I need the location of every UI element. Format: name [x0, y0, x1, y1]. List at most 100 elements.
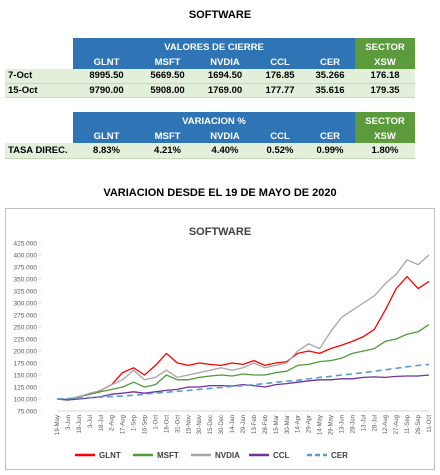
y-tick-label: 425.000	[14, 241, 38, 248]
column-header: MSFT	[140, 56, 195, 69]
sector-header: SECTOR	[355, 112, 415, 130]
value-cell: 0.99%	[305, 143, 355, 159]
empty-cell	[5, 130, 73, 143]
x-tick-label: 16-Sep	[143, 414, 149, 434]
y-tick-label: 350.000	[14, 277, 38, 284]
row-label: 7-Oct	[5, 69, 73, 84]
y-tick-label: 175.000	[14, 361, 38, 368]
x-tick-label: 14-May	[318, 415, 324, 435]
sector-header: SECTOR	[355, 38, 415, 56]
y-tick-label: 150.000	[14, 373, 38, 380]
y-tick-label: 75.000	[17, 409, 37, 416]
group-header: VARIACION %	[73, 112, 355, 130]
x-tick-label: 29-Jan	[241, 415, 247, 433]
legend-label: CCL	[273, 451, 290, 460]
chart-frame	[5, 208, 435, 470]
value-cell: 5669.50	[140, 69, 195, 84]
column-header: CCL	[255, 130, 305, 143]
x-tick-label: 13-Jul	[361, 415, 367, 431]
x-tick-label: 11-Oct	[427, 415, 433, 433]
x-tick-label: 18-Jul	[99, 415, 105, 431]
y-tick-label: 375.000	[14, 265, 38, 272]
x-tick-label: 29-May	[329, 415, 335, 435]
x-tick-label: 15-Nov	[186, 415, 192, 434]
row-label: TASA DIREC.	[5, 143, 73, 159]
value-cell: 0.52%	[255, 143, 305, 159]
x-tick-label: 13-Jun	[339, 415, 345, 433]
x-tick-label: 16-Oct	[164, 415, 170, 433]
value-cell: 176.85	[255, 69, 305, 84]
empty-cell	[5, 112, 73, 130]
line-series	[56, 374, 430, 401]
column-header: GLNT	[73, 130, 140, 143]
y-tick-label: 225.000	[14, 337, 38, 344]
value-cell: 1769.00	[195, 83, 255, 98]
column-header: MSFT	[140, 130, 195, 143]
value-cell: 1.80%	[355, 143, 415, 159]
x-tick-label: 2-Aug	[110, 415, 116, 431]
x-tick-label: 30-Nov	[197, 415, 203, 434]
y-tick-label: 100.000	[14, 397, 38, 404]
empty-cell	[5, 56, 73, 69]
column-header: CER	[305, 56, 355, 69]
x-tick-label: 31-Oct	[175, 415, 181, 433]
variation-table: VARIACION % SECTOR GLNT MSFT NVDIA CCL CER XSW T…	[5, 112, 415, 159]
value-cell: 8995.50	[73, 69, 140, 84]
x-tick-label: 29-Apr	[307, 415, 313, 433]
x-tick-label: 13-Feb	[252, 414, 258, 434]
y-tick-label: 275.000	[14, 313, 38, 320]
x-tick-label: 1-Sep	[132, 414, 138, 431]
legend-label: GLNT	[99, 451, 121, 460]
column-header: XSW	[355, 56, 415, 69]
x-tick-label: 3-Jun	[66, 415, 72, 430]
row-label: 15-Oct	[5, 83, 73, 98]
column-header: XSW	[355, 130, 415, 143]
x-tick-label: 17-Aug	[121, 415, 127, 434]
y-tick-label: 400.000	[14, 253, 38, 260]
x-tick-label: 11-Sep	[405, 414, 411, 434]
x-tick-label: 30-Dec	[219, 415, 225, 434]
x-tick-label: 28-Jun	[350, 415, 356, 433]
closing-table: VALORES DE CIERRE SECTOR GLNT MSFT NVDIA CCL C…	[5, 38, 415, 98]
legend-label: MSFT	[157, 451, 179, 460]
y-tick-label: 325.000	[14, 289, 38, 296]
line-series	[57, 254, 430, 400]
line-series	[56, 363, 430, 400]
legend-label: CER	[331, 451, 348, 460]
x-tick-label: 3-Jul	[88, 415, 94, 428]
x-tick-label: 1-Oct	[153, 415, 159, 430]
column-header: NVDIA	[195, 56, 255, 69]
group-header: VALORES DE CIERRE	[73, 38, 355, 56]
y-tick-label: 125.000	[14, 385, 38, 392]
value-cell: 8.83%	[73, 143, 140, 159]
column-header: CCL	[255, 56, 305, 69]
column-header: CER	[305, 130, 355, 143]
y-tick-label: 200.000	[14, 349, 38, 356]
column-header: GLNT	[73, 56, 140, 69]
x-tick-label: 19-May	[55, 415, 61, 435]
empty-cell	[5, 38, 73, 56]
x-tick-label: 28-Feb	[263, 414, 269, 434]
x-tick-label: 27-Aug	[394, 415, 400, 434]
chart: SOFTWARE 75.000 100.000 125.000 150.000 175.…	[5, 208, 435, 470]
value-cell: 9790.00	[73, 83, 140, 98]
x-tick-label: 15-Dec	[208, 415, 214, 434]
x-tick-label: 26-Sep	[416, 414, 422, 434]
line-series	[56, 275, 430, 401]
value-cell: 1694.50	[195, 69, 255, 84]
value-cell: 35.616	[305, 83, 355, 98]
value-cell: 4.40%	[195, 143, 255, 159]
x-tick-label: 30-Mar	[285, 415, 291, 434]
x-tick-label: 14-Apr	[296, 415, 302, 433]
x-tick-label: 15-Mar	[274, 415, 280, 434]
value-cell: 179.35	[355, 83, 415, 98]
value-cell: 176.18	[355, 69, 415, 84]
value-cell: 4.21%	[140, 143, 195, 159]
page-title: SOFTWARE	[188, 9, 252, 21]
line-series	[56, 324, 430, 401]
x-tick-label: 18-Jun	[77, 415, 83, 433]
chart-heading: VARIACION DESDE EL 19 DE MAYO DE 2020	[103, 187, 337, 199]
y-tick-label: 250.000	[14, 325, 38, 332]
x-tick-label: 28-Jul	[372, 415, 378, 431]
